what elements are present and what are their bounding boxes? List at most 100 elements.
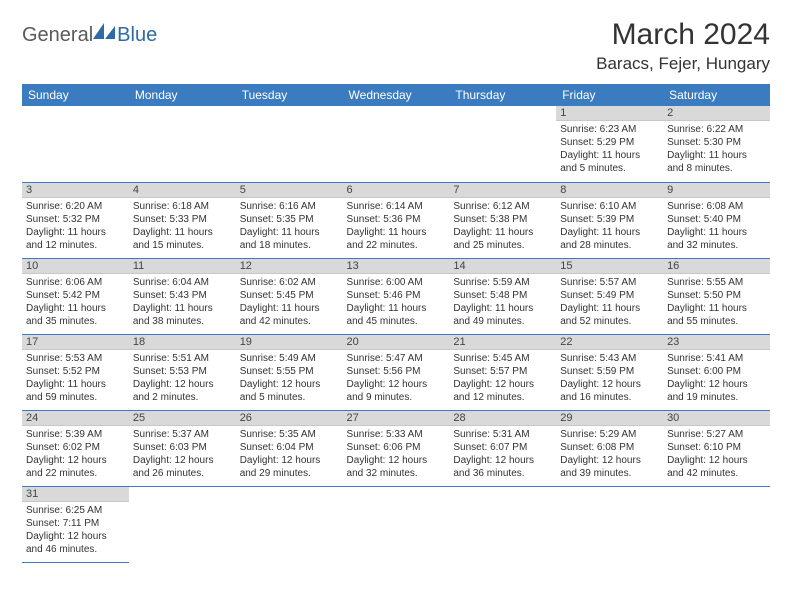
sunset-text: Sunset: 5:52 PM [26,365,125,378]
sunrise-text: Sunrise: 6:14 AM [347,200,446,213]
weekday-header: Saturday [663,84,770,106]
sunrise-text: Sunrise: 5:43 AM [560,352,659,365]
calendar-day: 29Sunrise: 5:29 AMSunset: 6:08 PMDayligh… [556,410,663,486]
daylight-text: Daylight: 11 hours and 18 minutes. [240,226,339,252]
day-number: 4 [129,183,236,198]
day-number: 25 [129,411,236,426]
calendar-body: 1Sunrise: 6:23 AMSunset: 5:29 PMDaylight… [22,106,770,562]
sunrise-text: Sunrise: 5:33 AM [347,428,446,441]
calendar-empty [556,486,663,562]
sunrise-text: Sunrise: 6:23 AM [560,123,659,136]
calendar-row: 31Sunrise: 6:25 AMSunset: 7:11 PMDayligh… [22,486,770,562]
day-number: 27 [343,411,450,426]
weekday-header: Sunday [22,84,129,106]
sunrise-text: Sunrise: 5:35 AM [240,428,339,441]
calendar-day: 30Sunrise: 5:27 AMSunset: 6:10 PMDayligh… [663,410,770,486]
sunset-text: Sunset: 5:40 PM [667,213,766,226]
day-number: 5 [236,183,343,198]
sunset-text: Sunset: 5:36 PM [347,213,446,226]
day-number: 3 [22,183,129,198]
weekday-header: Monday [129,84,236,106]
sunrise-text: Sunrise: 6:20 AM [26,200,125,213]
day-details: Sunrise: 5:49 AMSunset: 5:55 PMDaylight:… [236,350,343,406]
calendar-table: SundayMondayTuesdayWednesdayThursdayFrid… [22,84,770,563]
day-details: Sunrise: 6:18 AMSunset: 5:33 PMDaylight:… [129,198,236,254]
calendar-row: 24Sunrise: 5:39 AMSunset: 6:02 PMDayligh… [22,410,770,486]
day-number: 2 [663,106,770,121]
day-details: Sunrise: 6:16 AMSunset: 5:35 PMDaylight:… [236,198,343,254]
calendar-row: 3Sunrise: 6:20 AMSunset: 5:32 PMDaylight… [22,182,770,258]
daylight-text: Daylight: 11 hours and 59 minutes. [26,378,125,404]
weekday-header: Friday [556,84,663,106]
day-details: Sunrise: 6:14 AMSunset: 5:36 PMDaylight:… [343,198,450,254]
day-details: Sunrise: 5:43 AMSunset: 5:59 PMDaylight:… [556,350,663,406]
day-details: Sunrise: 5:51 AMSunset: 5:53 PMDaylight:… [129,350,236,406]
calendar-empty [236,106,343,182]
calendar-day: 6Sunrise: 6:14 AMSunset: 5:36 PMDaylight… [343,182,450,258]
sunset-text: Sunset: 6:03 PM [133,441,232,454]
day-number: 16 [663,259,770,274]
sunrise-text: Sunrise: 5:55 AM [667,276,766,289]
calendar-day: 16Sunrise: 5:55 AMSunset: 5:50 PMDayligh… [663,258,770,334]
calendar-day: 10Sunrise: 6:06 AMSunset: 5:42 PMDayligh… [22,258,129,334]
day-number: 21 [449,335,556,350]
day-details: Sunrise: 5:47 AMSunset: 5:56 PMDaylight:… [343,350,450,406]
daylight-text: Daylight: 11 hours and 22 minutes. [347,226,446,252]
logo-text-general: General [22,24,93,47]
sunrise-text: Sunrise: 5:45 AM [453,352,552,365]
calendar-empty [343,486,450,562]
sunset-text: Sunset: 5:38 PM [453,213,552,226]
sunrise-text: Sunrise: 6:06 AM [26,276,125,289]
day-details: Sunrise: 6:23 AMSunset: 5:29 PMDaylight:… [556,121,663,177]
sunset-text: Sunset: 5:30 PM [667,136,766,149]
daylight-text: Daylight: 11 hours and 15 minutes. [133,226,232,252]
sunrise-text: Sunrise: 6:16 AM [240,200,339,213]
sunset-text: Sunset: 6:02 PM [26,441,125,454]
day-details: Sunrise: 6:12 AMSunset: 5:38 PMDaylight:… [449,198,556,254]
sunset-text: Sunset: 5:49 PM [560,289,659,302]
weekday-header: Wednesday [343,84,450,106]
day-details: Sunrise: 6:00 AMSunset: 5:46 PMDaylight:… [343,274,450,330]
calendar-day: 26Sunrise: 5:35 AMSunset: 6:04 PMDayligh… [236,410,343,486]
sunset-text: Sunset: 5:39 PM [560,213,659,226]
daylight-text: Daylight: 11 hours and 28 minutes. [560,226,659,252]
sunrise-text: Sunrise: 6:18 AM [133,200,232,213]
sunrise-text: Sunrise: 6:12 AM [453,200,552,213]
sunset-text: Sunset: 5:50 PM [667,289,766,302]
calendar-day: 7Sunrise: 6:12 AMSunset: 5:38 PMDaylight… [449,182,556,258]
sunrise-text: Sunrise: 5:53 AM [26,352,125,365]
daylight-text: Daylight: 11 hours and 12 minutes. [26,226,125,252]
day-details: Sunrise: 6:08 AMSunset: 5:40 PMDaylight:… [663,198,770,254]
daylight-text: Daylight: 12 hours and 5 minutes. [240,378,339,404]
month-title: March 2024 [596,18,770,52]
day-number: 8 [556,183,663,198]
day-details: Sunrise: 5:45 AMSunset: 5:57 PMDaylight:… [449,350,556,406]
daylight-text: Daylight: 11 hours and 52 minutes. [560,302,659,328]
day-number: 10 [22,259,129,274]
day-number: 30 [663,411,770,426]
calendar-day: 13Sunrise: 6:00 AMSunset: 5:46 PMDayligh… [343,258,450,334]
sunset-text: Sunset: 5:29 PM [560,136,659,149]
day-details: Sunrise: 5:41 AMSunset: 6:00 PMDaylight:… [663,350,770,406]
sunset-text: Sunset: 5:33 PM [133,213,232,226]
calendar-row: 1Sunrise: 6:23 AMSunset: 5:29 PMDaylight… [22,106,770,182]
weekday-header-row: SundayMondayTuesdayWednesdayThursdayFrid… [22,84,770,106]
day-details: Sunrise: 6:22 AMSunset: 5:30 PMDaylight:… [663,121,770,177]
sunset-text: Sunset: 6:10 PM [667,441,766,454]
daylight-text: Daylight: 12 hours and 26 minutes. [133,454,232,480]
day-number: 24 [22,411,129,426]
day-number: 18 [129,335,236,350]
day-number: 22 [556,335,663,350]
day-details: Sunrise: 6:25 AMSunset: 7:11 PMDaylight:… [22,502,129,558]
calendar-day: 20Sunrise: 5:47 AMSunset: 5:56 PMDayligh… [343,334,450,410]
calendar-day: 2Sunrise: 6:22 AMSunset: 5:30 PMDaylight… [663,106,770,182]
day-number: 6 [343,183,450,198]
calendar-day: 27Sunrise: 5:33 AMSunset: 6:06 PMDayligh… [343,410,450,486]
day-details: Sunrise: 5:37 AMSunset: 6:03 PMDaylight:… [129,426,236,482]
calendar-row: 10Sunrise: 6:06 AMSunset: 5:42 PMDayligh… [22,258,770,334]
calendar-day: 15Sunrise: 5:57 AMSunset: 5:49 PMDayligh… [556,258,663,334]
day-number: 1 [556,106,663,121]
calendar-empty [129,486,236,562]
daylight-text: Daylight: 12 hours and 36 minutes. [453,454,552,480]
daylight-text: Daylight: 12 hours and 39 minutes. [560,454,659,480]
